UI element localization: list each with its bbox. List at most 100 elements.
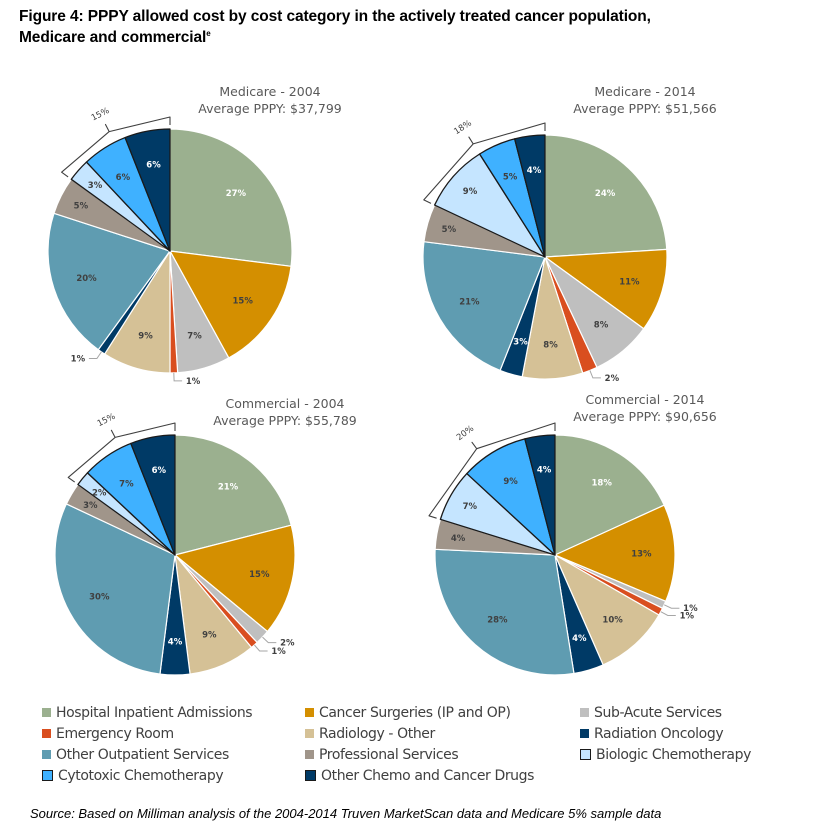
slice-label: 8% [594, 321, 609, 331]
pie-slice [130, 434, 176, 556]
pie-slice [47, 212, 171, 351]
bracket-label: 15% [96, 412, 117, 429]
slice-label: 1% [271, 647, 286, 657]
legend-item-other-outpatient: Other Outpatient Services [42, 744, 229, 765]
slice-label: 1% [683, 604, 698, 614]
pie-slice [434, 548, 575, 676]
legend-swatch [580, 729, 589, 738]
legend-item-emergency-room: Emergency Room [42, 723, 174, 744]
legend-swatch [42, 708, 51, 717]
legend-swatch [305, 750, 314, 759]
leader-line [88, 351, 102, 359]
chemo-bracket [428, 422, 556, 519]
legend-label: Emergency Room [56, 725, 174, 742]
legend-swatch [580, 708, 589, 717]
slice-label: 4% [451, 534, 466, 544]
pie-slice [554, 434, 665, 556]
slice-label: 1% [186, 377, 201, 387]
legend-label: Professional Services [319, 746, 459, 763]
legend-swatch [305, 729, 314, 738]
slice-label: 1% [680, 612, 695, 622]
slice-label: 6% [146, 161, 161, 171]
legend-swatch [42, 770, 53, 781]
legend-swatch [42, 729, 51, 738]
pie-slice [54, 503, 176, 675]
slice-label: 7% [463, 502, 478, 512]
legend-label: Other Chemo and Cancer Drugs [321, 767, 535, 784]
pie-slice [174, 524, 296, 633]
slice-label: 9% [463, 187, 478, 197]
leader-line [262, 636, 277, 644]
legend-item-hospital-inpatient: Hospital Inpatient Admissions [42, 702, 253, 723]
pie-title: Medicare - 2014 [594, 84, 695, 99]
pie-slice [422, 241, 546, 372]
legend-label: Cancer Surgeries (IP and OP) [319, 704, 511, 721]
pie-slice [174, 434, 292, 556]
pie-subtitle: Average PPPY: $51,566 [573, 101, 717, 116]
slice-label: 3% [88, 181, 103, 191]
slice-label: 9% [138, 331, 153, 341]
slice-label: 13% [631, 550, 652, 560]
slice-label: 21% [459, 298, 480, 308]
slice-label: 15% [249, 570, 270, 580]
legend-label: Radiation Oncology [594, 725, 724, 742]
pie-slice [544, 248, 668, 330]
pie-title: Commercial - 2004 [225, 396, 344, 411]
figure-title: Figure 4: PPPY allowed cost by cost cate… [19, 6, 819, 48]
legend-item-other-chemo-drugs: Other Chemo and Cancer Drugs [305, 765, 534, 786]
slice-label: 3% [513, 337, 528, 347]
pie-chart-medicare-2004: Medicare - 2004 Average PPPY: $37,799 27% 1… [47, 84, 342, 387]
pie-slice [169, 250, 292, 359]
figure-title-line2: Medicare and commerciale [19, 27, 819, 48]
legend-label: Biologic Chemotherapy [596, 746, 751, 763]
pie-chart-commercial-2014: Commercial - 2014 Average PPPY: $90,656 18… [428, 392, 717, 676]
slice-label: 4% [537, 465, 552, 475]
slice-label: 30% [89, 593, 110, 603]
bracket-label: 15% [90, 106, 111, 123]
legend-item-professional-services: Professional Services [305, 744, 459, 765]
slice-label: 4% [168, 637, 183, 647]
pie-charts: Medicare - 2004 Average PPPY: $37,799 27% 1… [47, 84, 717, 676]
slice-label: 20% [76, 274, 97, 284]
pie-slice [544, 134, 668, 258]
chemo-bracket [423, 122, 546, 204]
pie-slice [554, 554, 660, 666]
chemo-bracket [61, 116, 171, 178]
pie-slice [169, 128, 293, 267]
slice-label: 7% [119, 480, 134, 490]
slice-label: 9% [202, 630, 217, 640]
slice-label: 4% [572, 634, 587, 644]
legend-item-sub-acute: Sub-Acute Services [580, 702, 722, 723]
pie-slice [554, 504, 676, 602]
legend-label: Radiology - Other [319, 725, 435, 742]
chemo-bracket [67, 422, 176, 483]
pie-slice [124, 128, 171, 252]
pie-title: Medicare - 2004 [219, 84, 320, 99]
bracket-label: 18% [452, 119, 473, 138]
slice-label: 9% [503, 477, 518, 487]
legend-label: Other Outpatient Services [56, 746, 229, 763]
slice-label: 6% [152, 466, 167, 476]
legend-item-radiology-other: Radiology - Other [305, 723, 435, 744]
slice-label: 27% [226, 189, 247, 199]
pie-slice [524, 434, 556, 556]
source-note: Source: Based on Milliman analysis of th… [30, 806, 662, 821]
leader-line [173, 372, 183, 382]
bracket-label: 20% [455, 424, 476, 443]
footnote-marker: e [206, 28, 211, 38]
slice-label: 18% [592, 478, 613, 488]
slice-label: 3% [83, 501, 98, 511]
pie-subtitle: Average PPPY: $37,799 [198, 101, 342, 116]
pie-chart-medicare-2014: Medicare - 2014 Average PPPY: $51,566 24% 1… [422, 84, 717, 384]
leader-line [663, 604, 680, 609]
slice-label: 10% [602, 615, 623, 625]
slice-label: 24% [595, 189, 616, 199]
pie-subtitle: Average PPPY: $90,656 [573, 409, 717, 424]
slice-label: 8% [543, 341, 558, 351]
slice-label: 4% [527, 166, 542, 176]
legend-swatch [580, 749, 591, 760]
legend-item-biologic-chemo: Biologic Chemotherapy [580, 744, 751, 765]
slice-label: 5% [442, 225, 457, 235]
legend-swatch [42, 750, 51, 759]
leader-line [254, 644, 268, 652]
